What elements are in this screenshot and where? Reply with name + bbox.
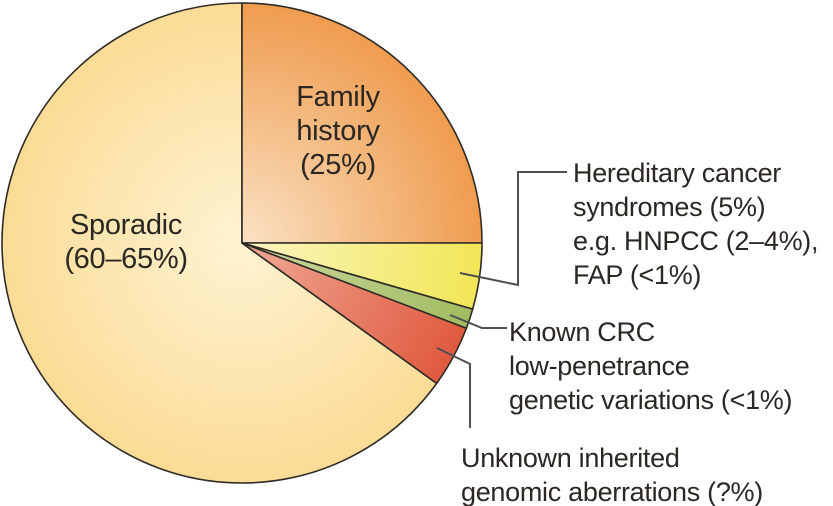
label-known-crc: Known CRC low-penetrance genetic variati… — [509, 315, 793, 417]
leader-line-known-crc — [449, 314, 507, 329]
label-family-history: Family history (25%) — [258, 80, 418, 182]
label-hereditary-line1: Hereditary cancer — [573, 158, 781, 188]
label-hereditary-syndromes: Hereditary cancer syndromes (5%) e.g. HN… — [573, 156, 818, 292]
label-sporadic: Sporadic (60–65%) — [26, 208, 226, 276]
label-family-line2: history — [296, 115, 380, 147]
label-hereditary-line4: FAP (<1%) — [573, 260, 702, 290]
label-known-line1: Known CRC — [509, 317, 655, 347]
slice-sporadic — [1, 2, 438, 484]
slice-family-history — [241, 2, 483, 244]
label-sporadic-line2: (60–65%) — [64, 243, 188, 275]
label-hereditary-line2: syndromes (5%) — [573, 192, 766, 222]
label-sporadic-line1: Sporadic — [69, 209, 183, 241]
label-hereditary-line3: e.g. HNPCC (2–4%), — [573, 226, 819, 256]
label-family-line3: (25%) — [300, 149, 376, 181]
label-unknown-aberrations: Unknown inherited genomic aberrations (?… — [461, 441, 763, 506]
label-unknown-line2: genomic aberrations (?%) — [461, 477, 763, 506]
label-family-line1: Family — [296, 81, 380, 113]
leader-line-hereditary — [459, 171, 567, 287]
leader-line-unknown — [436, 347, 471, 428]
label-unknown-line1: Unknown inherited — [461, 443, 680, 473]
label-known-line2: low-penetrance — [509, 351, 690, 381]
label-known-line3: genetic variations (<1%) — [509, 385, 793, 415]
